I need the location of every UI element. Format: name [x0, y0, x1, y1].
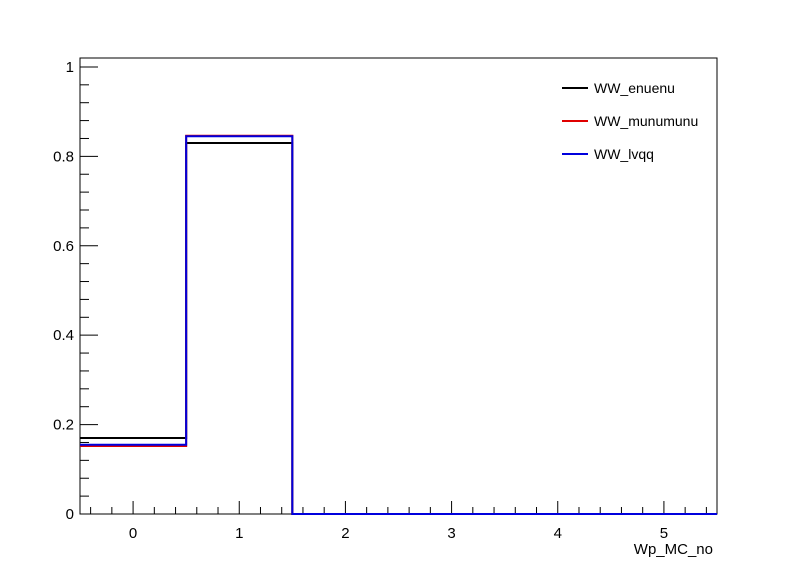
series-line-ww-munumunu [80, 134, 717, 515]
x-tick-label: 5 [660, 525, 668, 542]
series-line-ww-enuenu [80, 141, 717, 515]
x-tick-label: 3 [447, 525, 455, 542]
legend-label: WW_enuenu [594, 80, 675, 96]
y-tick-label: 0 [66, 506, 74, 523]
x-axis-label: Wp_MC_no [634, 541, 713, 558]
y-tick-label: 0.6 [53, 238, 74, 255]
series-line-ww-lvqq [80, 135, 717, 515]
legend-label: WW_munumunu [594, 113, 698, 129]
x-tick-label: 2 [341, 525, 349, 542]
x-tick-label: 0 [129, 525, 137, 542]
y-tick-label: 0.2 [53, 417, 74, 434]
series-group [80, 134, 717, 515]
axis-ticks: 0 1 2 3 4 5 0 0.2 0.4 0.6 0.8 1 [53, 59, 707, 542]
x-tick-label: 1 [235, 525, 243, 542]
y-tick-label: 1 [66, 59, 74, 76]
y-tick-label: 0.4 [53, 327, 74, 344]
x-tick-label: 4 [554, 525, 562, 542]
legend-label: WW_lvqq [594, 146, 654, 162]
y-tick-label: 0.8 [53, 148, 74, 165]
legend: WW_enuenu WW_munumunu WW_lvqq [562, 80, 698, 162]
